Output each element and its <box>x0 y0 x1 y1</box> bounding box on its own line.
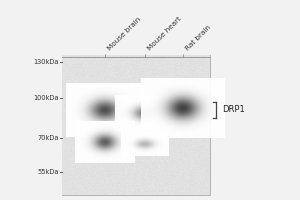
Text: Mouse brain: Mouse brain <box>106 16 142 52</box>
Text: 70kDa: 70kDa <box>38 135 59 141</box>
Bar <box>62 55 210 195</box>
Text: DRP1: DRP1 <box>222 106 245 114</box>
Text: 130kDa: 130kDa <box>34 59 59 65</box>
Text: 100kDa: 100kDa <box>33 95 59 101</box>
Text: Mouse heart: Mouse heart <box>146 16 182 52</box>
Text: 55kDa: 55kDa <box>38 169 59 175</box>
Text: Rat brain: Rat brain <box>184 25 212 52</box>
